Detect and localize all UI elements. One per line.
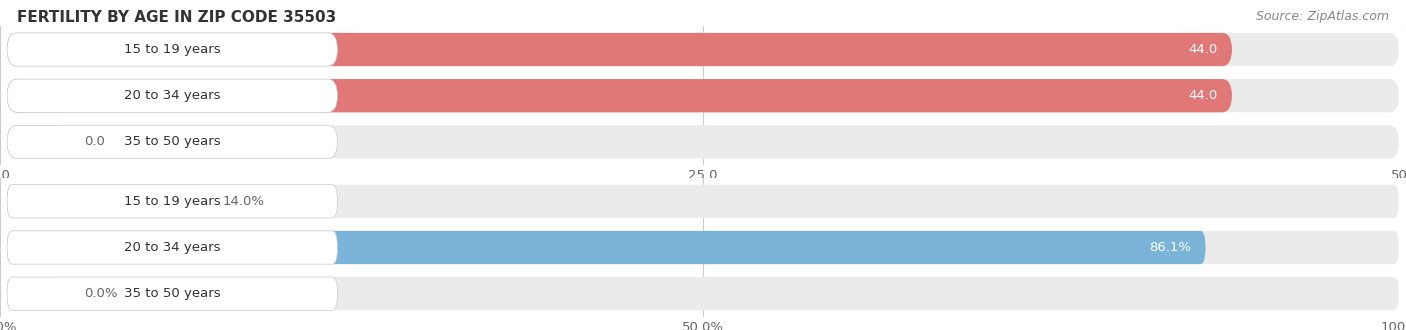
FancyBboxPatch shape (7, 185, 202, 218)
Text: 35 to 50 years: 35 to 50 years (124, 135, 221, 148)
FancyBboxPatch shape (7, 231, 1399, 264)
FancyBboxPatch shape (7, 79, 1232, 112)
Text: 35 to 50 years: 35 to 50 years (124, 287, 221, 300)
Text: 20 to 34 years: 20 to 34 years (124, 89, 221, 102)
FancyBboxPatch shape (7, 125, 63, 158)
FancyBboxPatch shape (7, 185, 1399, 218)
Text: 0.0: 0.0 (84, 135, 105, 148)
Text: 20 to 34 years: 20 to 34 years (124, 241, 221, 254)
FancyBboxPatch shape (7, 79, 1399, 112)
Text: 44.0: 44.0 (1188, 89, 1218, 102)
Text: FERTILITY BY AGE IN ZIP CODE 35503: FERTILITY BY AGE IN ZIP CODE 35503 (17, 10, 336, 25)
FancyBboxPatch shape (7, 231, 1205, 264)
FancyBboxPatch shape (7, 125, 1399, 158)
Text: 86.1%: 86.1% (1150, 241, 1191, 254)
Text: Source: ZipAtlas.com: Source: ZipAtlas.com (1256, 10, 1389, 23)
FancyBboxPatch shape (7, 33, 337, 66)
Text: 15 to 19 years: 15 to 19 years (124, 195, 221, 208)
Text: 14.0%: 14.0% (224, 195, 264, 208)
FancyBboxPatch shape (7, 277, 63, 310)
FancyBboxPatch shape (7, 125, 337, 158)
Text: 0.0%: 0.0% (84, 287, 118, 300)
FancyBboxPatch shape (7, 231, 337, 264)
FancyBboxPatch shape (7, 79, 337, 112)
FancyBboxPatch shape (7, 33, 1232, 66)
FancyBboxPatch shape (7, 277, 1399, 310)
Text: 44.0: 44.0 (1188, 43, 1218, 56)
FancyBboxPatch shape (7, 277, 337, 310)
Text: 15 to 19 years: 15 to 19 years (124, 43, 221, 56)
FancyBboxPatch shape (7, 33, 1399, 66)
FancyBboxPatch shape (7, 185, 337, 218)
